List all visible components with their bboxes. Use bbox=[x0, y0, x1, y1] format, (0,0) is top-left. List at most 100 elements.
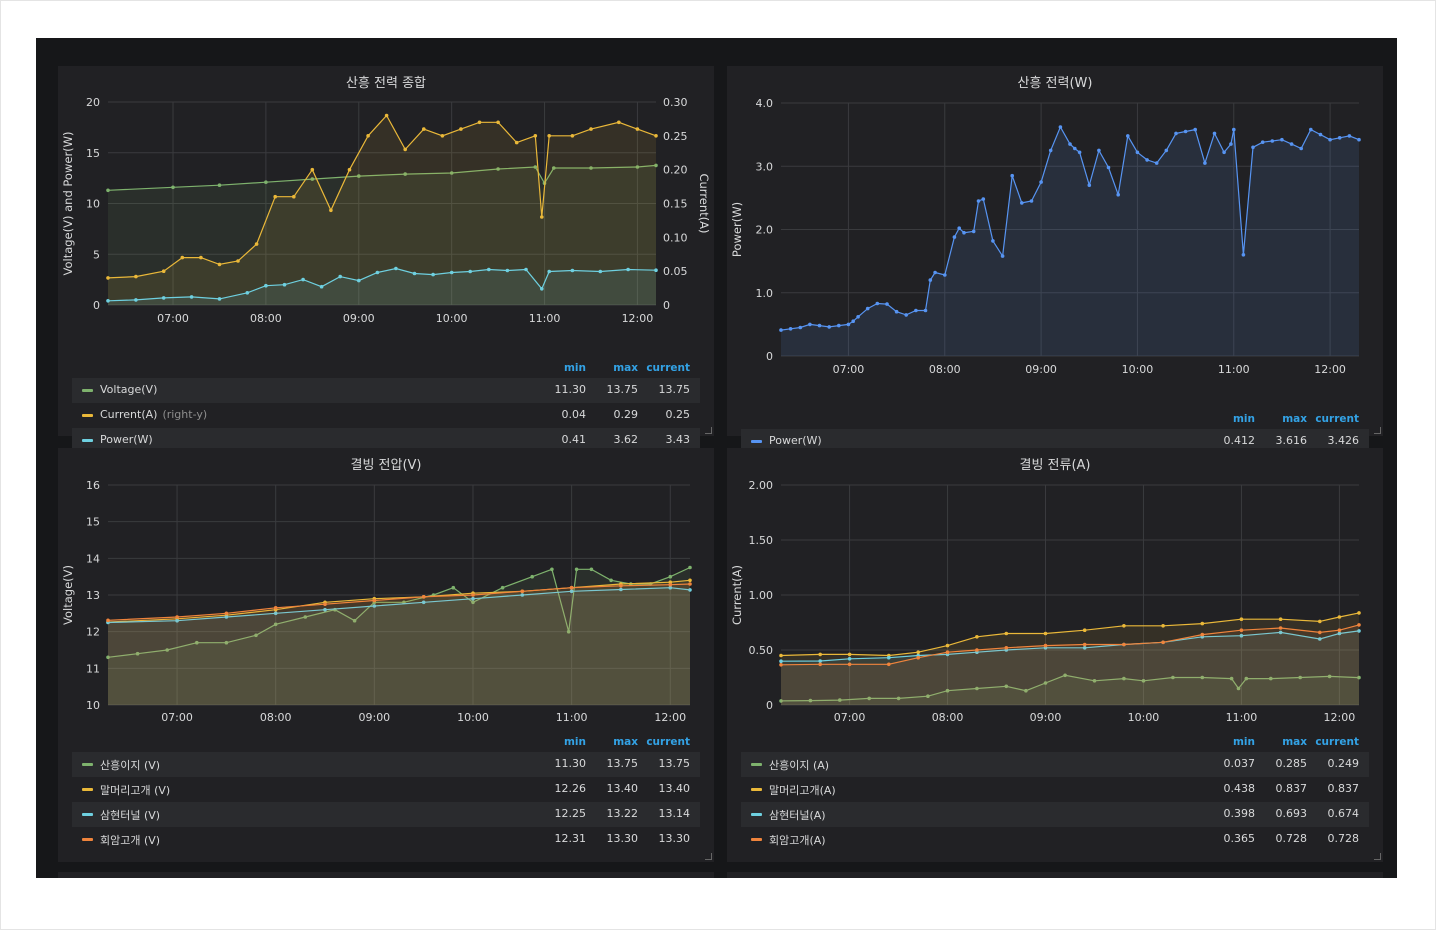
data-point[interactable] bbox=[1251, 145, 1255, 150]
data-point[interactable] bbox=[1122, 624, 1126, 628]
data-point[interactable] bbox=[1327, 674, 1332, 679]
data-point[interactable] bbox=[106, 188, 110, 193]
data-point[interactable] bbox=[199, 255, 203, 260]
data-point[interactable] bbox=[589, 567, 594, 572]
legend-series-name[interactable]: 회암고개 (V) bbox=[100, 834, 161, 847]
data-point[interactable] bbox=[668, 580, 673, 584]
legend-col-min[interactable]: min bbox=[563, 362, 586, 374]
data-point[interactable] bbox=[1318, 132, 1323, 137]
data-point[interactable] bbox=[1241, 253, 1246, 257]
data-point[interactable] bbox=[1010, 173, 1014, 178]
data-point[interactable] bbox=[1318, 619, 1322, 624]
data-point[interactable] bbox=[496, 167, 500, 171]
data-point[interactable] bbox=[323, 607, 327, 612]
data-point[interactable] bbox=[217, 297, 222, 301]
data-point[interactable] bbox=[654, 268, 658, 272]
data-point[interactable] bbox=[1318, 630, 1322, 635]
legend-swatch[interactable] bbox=[751, 440, 762, 443]
data-point[interactable] bbox=[1203, 161, 1207, 165]
data-point[interactable] bbox=[1135, 150, 1140, 155]
data-point[interactable] bbox=[668, 582, 673, 587]
data-point[interactable] bbox=[654, 134, 658, 138]
data-point[interactable] bbox=[236, 259, 240, 263]
panel-sanheung-power-summary[interactable]: 산흥 전력 종합 0 5 10 15 20 0 0.05 0.10 0.15 0.20 0.25 0.… bbox=[58, 66, 714, 453]
legend-series-name[interactable]: 삼현터널 (V) bbox=[100, 809, 161, 822]
data-point[interactable] bbox=[933, 270, 937, 275]
data-point[interactable] bbox=[1278, 617, 1283, 621]
data-point[interactable] bbox=[533, 165, 538, 169]
data-point[interactable] bbox=[1164, 148, 1169, 153]
data-point[interactable] bbox=[375, 270, 380, 275]
data-point[interactable] bbox=[1068, 142, 1072, 146]
data-point[interactable] bbox=[975, 635, 979, 639]
data-point[interactable] bbox=[1183, 129, 1188, 134]
data-point[interactable] bbox=[165, 648, 169, 652]
data-point[interactable] bbox=[1145, 158, 1149, 162]
data-point[interactable] bbox=[1043, 681, 1048, 685]
data-point[interactable] bbox=[1029, 199, 1034, 203]
legend-item[interactable]: 회암고개 (V) 12.31 13.30 13.30 bbox=[72, 827, 700, 852]
data-point[interactable] bbox=[440, 134, 445, 138]
data-point[interactable] bbox=[635, 165, 640, 169]
data-point[interactable] bbox=[180, 255, 185, 260]
legend-series-name[interactable]: 산흥이지 (V) bbox=[100, 759, 161, 772]
data-point[interactable] bbox=[547, 269, 551, 274]
legend-item[interactable]: 말머리고개 (V) 12.26 13.40 13.40 bbox=[72, 777, 700, 802]
data-point[interactable] bbox=[846, 322, 851, 327]
legend-item[interactable]: 산흥이지 (A) 0.037 0.285 0.249 bbox=[741, 752, 1369, 777]
legend-swatch[interactable] bbox=[82, 788, 93, 791]
data-point[interactable] bbox=[1328, 137, 1332, 142]
resize-handle[interactable] bbox=[705, 853, 712, 860]
data-point[interactable] bbox=[422, 127, 426, 131]
data-point[interactable] bbox=[282, 282, 287, 287]
data-point[interactable] bbox=[1174, 131, 1178, 136]
legend-col-max[interactable]: max bbox=[1282, 736, 1307, 748]
data-point[interactable] bbox=[550, 567, 554, 572]
data-point[interactable] bbox=[688, 582, 692, 586]
data-point[interactable] bbox=[1309, 127, 1313, 132]
data-point[interactable] bbox=[1357, 611, 1361, 615]
data-point[interactable] bbox=[867, 696, 871, 701]
data-point[interactable] bbox=[1200, 632, 1205, 637]
data-point[interactable] bbox=[303, 615, 308, 619]
legend-series-name[interactable]: 말머리고개 (V) bbox=[100, 784, 171, 797]
data-point[interactable] bbox=[1082, 642, 1087, 647]
panel-title[interactable]: 결빙 전류(A) bbox=[1019, 458, 1091, 473]
data-point[interactable] bbox=[1200, 675, 1205, 680]
data-point[interactable] bbox=[1280, 137, 1284, 142]
data-point[interactable] bbox=[1161, 640, 1165, 645]
data-point[interactable] bbox=[273, 611, 278, 616]
data-point[interactable] bbox=[928, 278, 933, 282]
data-point[interactable] bbox=[217, 262, 222, 267]
data-point[interactable] bbox=[106, 299, 110, 303]
data-point[interactable] bbox=[957, 226, 961, 230]
legend-series-name[interactable]: Power(W) bbox=[769, 434, 822, 447]
legend-item[interactable]: 삼현터널(A) 0.398 0.693 0.674 bbox=[741, 802, 1369, 827]
data-point[interactable] bbox=[1357, 623, 1361, 627]
data-point[interactable] bbox=[894, 309, 899, 314]
data-point[interactable] bbox=[357, 174, 361, 178]
data-point[interactable] bbox=[589, 166, 593, 170]
data-point[interactable] bbox=[471, 593, 475, 597]
data-point[interactable] bbox=[688, 588, 692, 592]
data-point[interactable] bbox=[569, 585, 574, 590]
data-point[interactable] bbox=[926, 694, 930, 698]
data-point[interactable] bbox=[962, 230, 966, 235]
data-point[interactable] bbox=[1048, 148, 1053, 153]
data-point[interactable] bbox=[1357, 675, 1361, 680]
data-point[interactable] bbox=[1244, 676, 1249, 681]
data-point[interactable] bbox=[1337, 615, 1342, 619]
data-point[interactable] bbox=[945, 650, 950, 654]
legend-item[interactable]: 말머리고개(A) 0.438 0.837 0.837 bbox=[741, 777, 1369, 802]
legend-series-name[interactable]: Current(A) (right-y) bbox=[100, 408, 208, 421]
data-point[interactable] bbox=[254, 633, 258, 638]
data-point[interactable] bbox=[487, 267, 491, 272]
data-point[interactable] bbox=[609, 578, 613, 583]
data-point[interactable] bbox=[347, 167, 352, 172]
data-point[interactable] bbox=[788, 327, 793, 331]
data-point[interactable] bbox=[224, 640, 229, 645]
legend-series-name[interactable]: 말머리고개(A) bbox=[769, 784, 836, 797]
data-point[interactable] bbox=[366, 134, 370, 138]
legend-col-max[interactable]: max bbox=[613, 736, 638, 748]
legend-col-current[interactable]: current bbox=[646, 362, 690, 374]
